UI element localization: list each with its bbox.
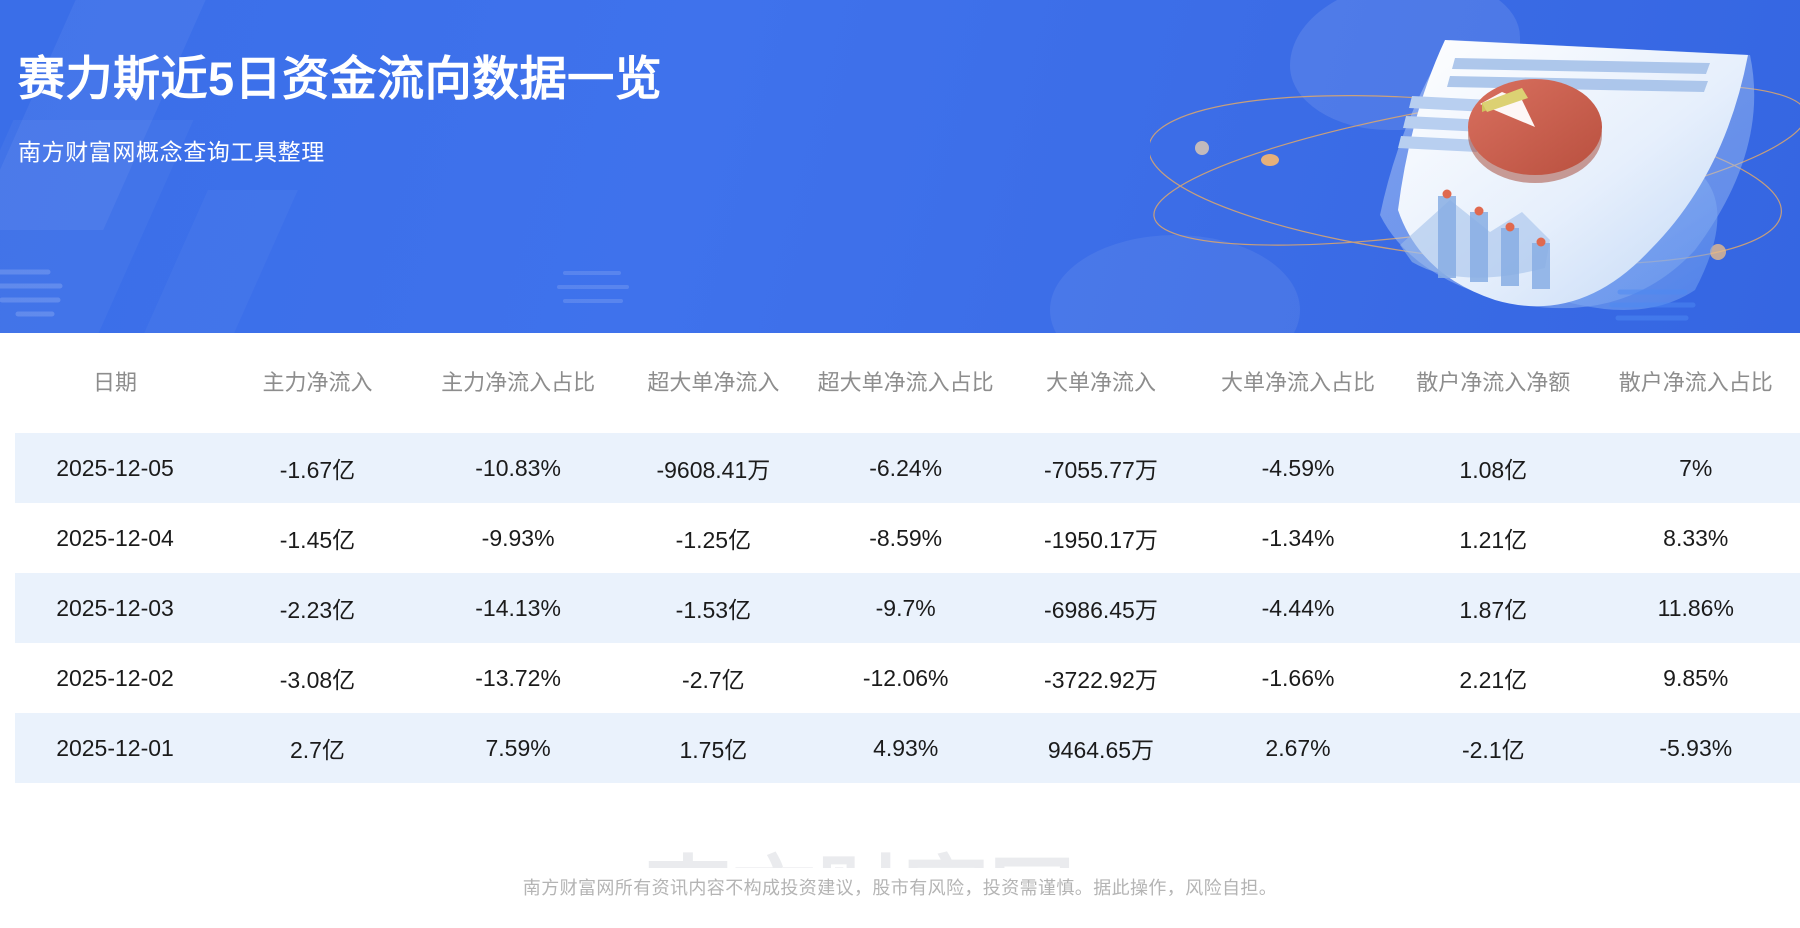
column-header-xlarge-pct[interactable]: 超大单净流入占比 — [810, 333, 1001, 433]
cell-xlarge-pct: -9.7% — [810, 573, 1001, 643]
cell-retail-pct: 11.86% — [1591, 573, 1800, 643]
cell-date: 2025-12-03 — [15, 573, 216, 643]
cell-main-pct: 7.59% — [419, 713, 617, 783]
disclaimer-text: 南方财富网所有资讯内容不构成投资建议，股市有风险，投资需谨慎。据此操作，风险自担… — [522, 878, 1278, 898]
cell-large-net: -3722.92万 — [1044, 667, 1158, 693]
cell-main-net: -3.08亿 — [279, 667, 356, 693]
banner-hatch-left-icon — [0, 269, 63, 317]
table-row[interactable]: 2025-12-05 -1.67亿 -10.83% -9608.41万 -6.2… — [15, 433, 1800, 503]
cell-retail-pct: 9.85% — [1663, 664, 1729, 691]
cell-main-pct: -10.83% — [419, 433, 617, 503]
site-watermark: 南方财富网 southmoney.com — [645, 849, 1075, 868]
cell-main-net: -2.23亿 — [215, 573, 420, 643]
cell-retail-net: 1.87亿 — [1395, 573, 1592, 643]
cell-xlarge-pct: -12.06% — [862, 664, 949, 691]
banner-decor-streak-c — [92, 190, 298, 333]
watermark-cn-text: 南方财富网 — [645, 849, 1075, 868]
cell-retail-pct: -5.93% — [1591, 713, 1800, 783]
banner-hatch-mid-icon — [557, 271, 629, 303]
table-row[interactable]: 2025-12-01 2.7亿 7.59% 1.75亿 4.93% 9464.6… — [15, 713, 1800, 783]
cell-main-pct: -13.72% — [475, 664, 561, 691]
column-header-date[interactable]: 日期 — [15, 333, 216, 433]
page-footer: 南方财富网所有资讯内容不构成投资建议，股市有风险，投资需谨慎。据此操作，风险自担… — [0, 868, 1800, 928]
cell-large-pct: -4.44% — [1200, 573, 1396, 643]
cell-large-net: -1950.17万 — [1044, 527, 1158, 553]
cell-date: 2025-12-04 — [56, 524, 174, 551]
table-row[interactable]: 2025-12-02 -3.08亿 -13.72% -2.7亿 -12.06% … — [15, 643, 1800, 713]
cell-retail-pct: 7% — [1591, 433, 1800, 503]
cell-large-pct: -1.66% — [1261, 664, 1335, 691]
column-header-large-pct[interactable]: 大单净流入占比 — [1200, 333, 1396, 433]
cell-xlarge-pct: -8.59% — [869, 524, 943, 551]
cell-large-pct: -1.34% — [1261, 524, 1335, 551]
cell-large-pct: -4.59% — [1200, 433, 1396, 503]
cell-large-net: -6986.45万 — [1000, 573, 1201, 643]
cell-main-net: 2.7亿 — [215, 713, 420, 783]
cell-date: 2025-12-05 — [15, 433, 216, 503]
table-head: 日期 主力净流入 主力净流入占比 超大单净流入 超大单净流入占比 大单净流入 大… — [15, 333, 1800, 433]
column-header-xlarge-net[interactable]: 超大单净流入 — [616, 333, 811, 433]
cell-main-pct: -14.13% — [419, 573, 617, 643]
column-header-retail-pct[interactable]: 散户净流入占比 — [1591, 333, 1800, 433]
cell-xlarge-net: -9608.41万 — [616, 433, 811, 503]
fund-flow-table-container: 南方财富网 southmoney.com 日期 主力净流入 主力净流入占比 超大… — [0, 333, 1800, 868]
cell-date: 2025-12-01 — [15, 713, 216, 783]
banner-decor-blob-2 — [1050, 235, 1300, 333]
page-banner: 赛力斯近5日资金流向数据一览 南方财富网概念查询工具整理 — [0, 0, 1800, 333]
table-row[interactable]: 2025-12-03 -2.23亿 -14.13% -1.53亿 -9.7% -… — [15, 573, 1800, 643]
page-title: 赛力斯近5日资金流向数据一览 — [18, 52, 663, 105]
cell-xlarge-net: -1.25亿 — [675, 527, 752, 553]
table-row[interactable]: 2025-12-04 -1.45亿 -9.93% -1.25亿 -8.59% -… — [15, 503, 1800, 573]
cell-main-net: -1.67亿 — [215, 433, 420, 503]
cell-xlarge-pct: 4.93% — [810, 713, 1001, 783]
cell-large-net: 9464.65万 — [1000, 713, 1201, 783]
cell-main-pct: -9.93% — [481, 524, 555, 551]
column-header-retail-net[interactable]: 散户净流入净额 — [1395, 333, 1592, 433]
fund-flow-table: 日期 主力净流入 主力净流入占比 超大单净流入 超大单净流入占比 大单净流入 大… — [15, 333, 1800, 783]
column-header-main-net[interactable]: 主力净流入 — [215, 333, 420, 433]
report-document-illustration-icon — [1150, 40, 1800, 321]
cell-xlarge-pct: -6.24% — [810, 433, 1001, 503]
cell-xlarge-net: -2.7亿 — [682, 667, 745, 693]
cell-retail-net: 2.21亿 — [1459, 667, 1528, 693]
cell-large-net: -7055.77万 — [1000, 433, 1201, 503]
column-header-large-net[interactable]: 大单净流入 — [1000, 333, 1201, 433]
banner-decor-blob-1 — [1290, 0, 1520, 130]
cell-date: 2025-12-02 — [56, 664, 174, 691]
table-header-row: 日期 主力净流入 主力净流入占比 超大单净流入 超大单净流入占比 大单净流入 大… — [15, 333, 1800, 433]
cell-retail-pct: 8.33% — [1663, 524, 1729, 551]
cell-main-net: -1.45亿 — [279, 527, 356, 553]
cell-xlarge-net: -1.53亿 — [616, 573, 811, 643]
banner-text-block: 赛力斯近5日资金流向数据一览 南方财富网概念查询工具整理 — [18, 52, 662, 167]
cell-retail-net: -2.1亿 — [1395, 713, 1592, 783]
cell-xlarge-net: 1.75亿 — [616, 713, 811, 783]
cell-retail-net: 1.08亿 — [1395, 433, 1592, 503]
column-header-main-pct[interactable]: 主力净流入占比 — [419, 333, 617, 433]
cell-retail-net: 1.21亿 — [1459, 527, 1528, 553]
cell-large-pct: 2.67% — [1200, 713, 1396, 783]
page-subtitle: 南方财富网概念查询工具整理 — [18, 139, 325, 166]
table-body: 2025-12-05 -1.67亿 -10.83% -9608.41万 -6.2… — [15, 433, 1800, 783]
